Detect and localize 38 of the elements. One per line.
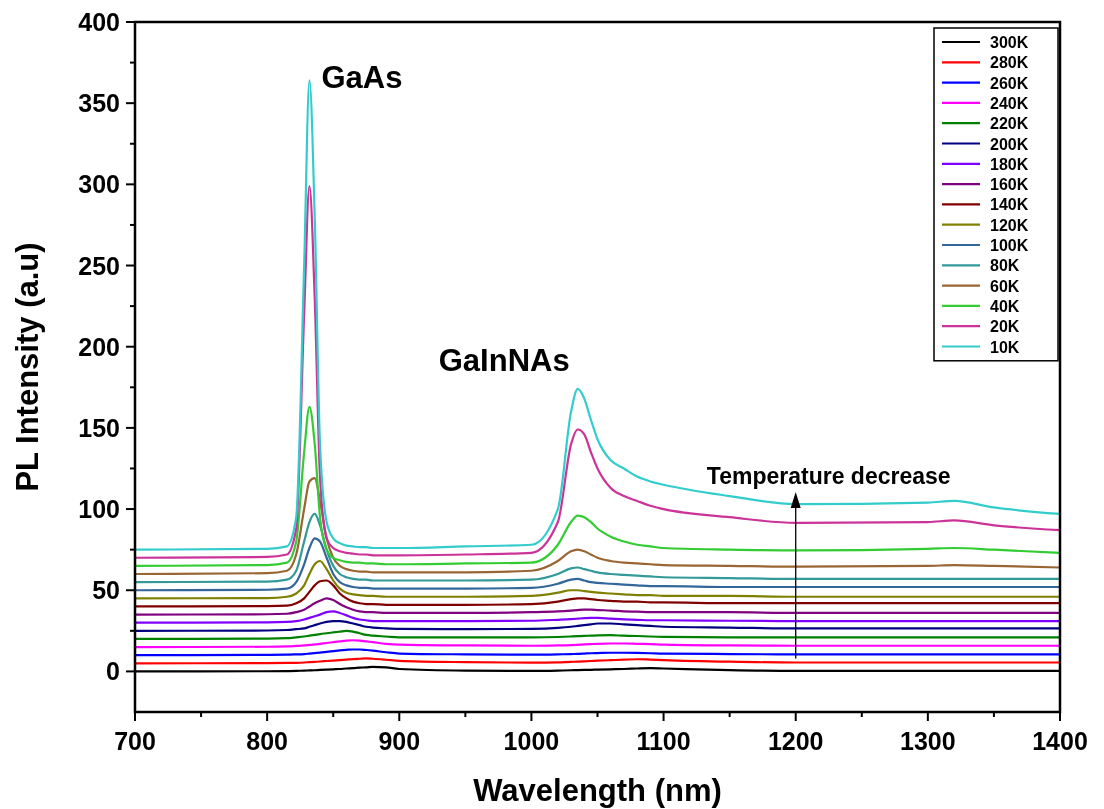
y-tick-label: 300 [78, 170, 120, 199]
y-tick-label: 400 [78, 8, 120, 36]
y-tick-label: 200 [78, 332, 120, 361]
y-tick-label: 50 [92, 576, 120, 605]
y-tick-label: 100 [78, 495, 120, 524]
y-axis-title: PL Intensity (a.u) [10, 242, 45, 492]
legend-label: 280K [990, 54, 1029, 72]
x-tick-label: 1400 [1032, 727, 1088, 755]
x-tick-label: 1000 [503, 727, 560, 755]
x-tick-label: 1200 [767, 727, 824, 755]
legend-label: 300K [990, 34, 1029, 51]
y-tick-label: 250 [78, 251, 120, 280]
annotation: GaAs [321, 60, 403, 96]
legend-label: 100K [990, 237, 1029, 254]
legend-label: 260K [990, 74, 1029, 92]
legend-label: 140K [990, 196, 1029, 214]
x-tick-label: 800 [246, 727, 288, 755]
x-tick-label: 700 [114, 727, 156, 755]
legend-label: 40K [990, 297, 1020, 315]
legend-label: 80K [990, 257, 1020, 275]
legend-label: 240K [990, 94, 1029, 112]
annotation: GaInNAs [438, 342, 570, 378]
x-axis-title: Wavelength (nm) [473, 773, 722, 808]
y-tick-label: 350 [78, 89, 120, 118]
legend-label: 60K [990, 277, 1020, 295]
legend-label: 220K [990, 115, 1029, 133]
annotation: Temperature decrease [706, 463, 951, 490]
legend-label: 120K [990, 216, 1029, 234]
legend-label: 200K [990, 135, 1029, 153]
legend-label: 180K [990, 155, 1029, 173]
legend-label: 10K [990, 338, 1020, 356]
y-tick-label: 0 [106, 657, 120, 686]
x-tick-label: 1300 [900, 727, 956, 755]
x-tick-label: 1100 [636, 727, 691, 755]
legend-label: 20K [990, 318, 1020, 336]
y-tick-label: 150 [78, 413, 120, 442]
x-tick-label: 900 [378, 727, 421, 755]
legend-label: 160K [990, 176, 1029, 194]
